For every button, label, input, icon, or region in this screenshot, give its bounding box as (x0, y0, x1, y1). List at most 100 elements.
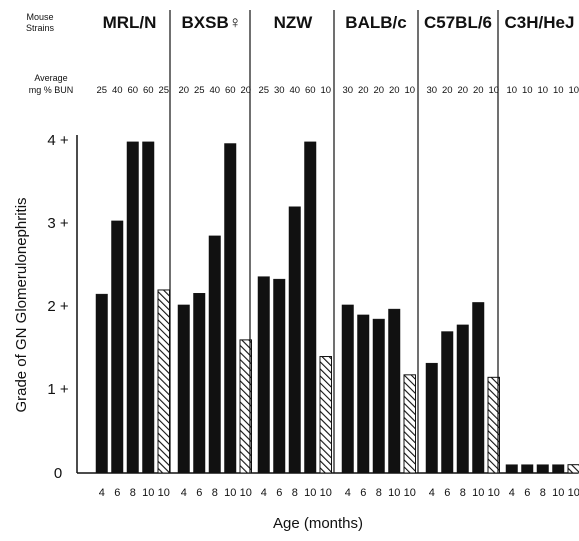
average-bun-label-line1: Average (34, 73, 67, 83)
y-tick-label: 1 + (47, 381, 69, 398)
bar (388, 308, 401, 474)
bun-value: 30 (274, 85, 285, 96)
strain-title: BXSB♀ (182, 13, 242, 32)
bun-value: 10 (404, 85, 415, 96)
bun-value: 20 (178, 85, 189, 96)
age-tick-label: 8 (460, 487, 466, 499)
bar-hatched (319, 356, 332, 474)
bar-hatched (157, 289, 170, 474)
bar (472, 302, 485, 474)
age-tick-label: 10 (472, 487, 484, 499)
age-tick-label: 6 (114, 487, 120, 499)
y-tick-label: 0 (54, 465, 62, 482)
bun-value: 20 (389, 85, 400, 96)
age-tick-label: 10 (142, 487, 154, 499)
bar (288, 206, 301, 474)
bun-value: 20 (473, 85, 484, 96)
age-tick-label: 4 (99, 487, 105, 499)
y-axis-title: Grade of GN Glomerulonephritis (13, 197, 30, 412)
bun-value: 60 (127, 85, 138, 96)
bun-value: 10 (320, 85, 331, 96)
age-tick-label: 4 (345, 487, 351, 499)
y-tick-label: 2 + (47, 298, 69, 315)
bar (536, 464, 549, 474)
bun-value: 40 (289, 85, 300, 96)
bun-value: 20 (457, 85, 468, 96)
bar (441, 331, 454, 474)
bun-value: 20 (358, 85, 369, 96)
bun-value: 20 (373, 85, 384, 96)
bun-value: 25 (194, 85, 205, 96)
bar (425, 362, 438, 474)
bar (177, 304, 190, 474)
bar-hatched (487, 376, 500, 474)
age-tick-label: 8 (376, 487, 382, 499)
bar (111, 220, 124, 474)
bar (372, 318, 385, 474)
age-tick-label: 6 (196, 487, 202, 499)
age-tick-label: 4 (261, 487, 267, 499)
bar (505, 464, 518, 474)
age-tick-label: 4 (509, 487, 515, 499)
bun-value: 25 (96, 85, 107, 96)
y-tick-labels: 0 1 + 2 + 3 + 4 + (47, 132, 69, 482)
mouse-strains-label-line2: Strains (26, 23, 55, 33)
bar (456, 324, 469, 474)
strain-group: BXSB♀ 20 4 25 6 40 8 60 10 20 10 (169, 10, 252, 499)
age-tick-label: 8 (130, 487, 136, 499)
age-tick-label: 10 (488, 487, 500, 499)
strain-group: BALB/c 30 4 20 6 20 8 20 10 10 10 (333, 10, 416, 499)
bar-hatched (567, 464, 579, 474)
bar-hatched (239, 339, 252, 474)
age-tick-label: 10 (320, 487, 332, 499)
bar (95, 293, 108, 474)
bun-value: 10 (506, 85, 517, 96)
bar (193, 293, 206, 474)
bun-value: 25 (158, 85, 169, 96)
age-tick-label: 6 (524, 487, 530, 499)
bar (341, 304, 354, 474)
bun-value: 20 (240, 85, 251, 96)
bun-value: 40 (209, 85, 220, 96)
age-tick-label: 10 (404, 487, 416, 499)
strain-groups: MRL/N 25 4 40 6 60 8 60 10 25 10 BXSB♀ 20 4 25 6 40 8 60 10… (95, 10, 579, 499)
strain-title: NZW (274, 13, 314, 32)
bun-value: 20 (442, 85, 453, 96)
bar (552, 464, 565, 474)
bar (208, 235, 221, 474)
age-tick-label: 6 (360, 487, 366, 499)
strain-title: C57BL/6 (424, 13, 492, 32)
strain-group: MRL/N 25 4 40 6 60 8 60 10 25 10 (95, 13, 170, 499)
age-tick-label: 10 (304, 487, 316, 499)
age-tick-label: 4 (429, 487, 435, 499)
bun-value: 10 (488, 85, 499, 96)
bar (257, 276, 270, 474)
y-tick-label: 4 + (47, 132, 69, 149)
bun-value: 25 (258, 85, 269, 96)
y-tick-label: 3 + (47, 215, 69, 232)
strain-group: C57BL/6 30 4 20 6 20 8 20 10 10 10 (417, 10, 500, 499)
bar (521, 464, 534, 474)
bar (273, 278, 286, 474)
age-tick-label: 4 (181, 487, 187, 499)
bar (304, 141, 317, 474)
bar (224, 143, 237, 474)
average-bun-label-line2: mg % BUN (29, 85, 74, 95)
age-tick-label: 10 (568, 487, 579, 499)
age-tick-label: 8 (540, 487, 546, 499)
bun-value: 10 (553, 85, 564, 96)
bun-value: 60 (225, 85, 236, 96)
bar (126, 141, 139, 474)
bar (357, 314, 370, 474)
age-tick-label: 10 (224, 487, 236, 499)
bar (142, 141, 155, 474)
age-tick-label: 6 (276, 487, 282, 499)
x-axis-title: Age (months) (273, 515, 363, 532)
strain-group: NZW 25 4 30 6 40 8 60 10 10 10 (249, 10, 332, 499)
bun-value: 40 (112, 85, 123, 96)
age-tick-label: 10 (158, 487, 170, 499)
age-tick-label: 10 (240, 487, 252, 499)
mouse-strains-label-line1: Mouse (26, 12, 53, 22)
strain-group: C3H/HeJ 10 4 10 6 10 8 10 10 10 10 (497, 10, 579, 499)
